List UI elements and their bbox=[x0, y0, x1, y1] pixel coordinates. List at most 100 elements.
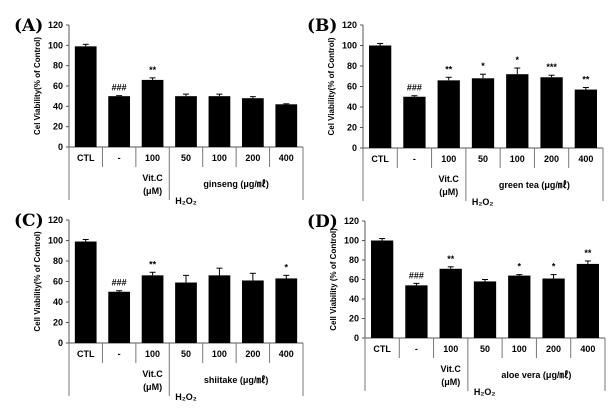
bar bbox=[576, 263, 599, 338]
y-tick-label: 120 bbox=[48, 20, 63, 30]
vitc-label: Vit.C bbox=[439, 174, 460, 184]
vitc-unit-label: (μM) bbox=[439, 187, 458, 197]
bar bbox=[241, 280, 264, 343]
bar bbox=[574, 89, 597, 148]
x-tick-label: 100 bbox=[443, 344, 458, 354]
significance-label: ** bbox=[149, 65, 157, 75]
vitc-unit-label: (μM) bbox=[143, 382, 162, 392]
bar bbox=[437, 80, 460, 148]
y-tick-label: 0 bbox=[58, 338, 63, 348]
significance-label: ### bbox=[409, 270, 424, 280]
y-tick-label: 60 bbox=[349, 275, 359, 285]
vitc-label: Vit.C bbox=[441, 364, 462, 374]
extract-label: shiitake (μg/㎖) bbox=[204, 375, 269, 385]
bar bbox=[141, 275, 164, 343]
x-tick-label: - bbox=[118, 153, 121, 163]
extract-label: green tea (μg/㎖) bbox=[499, 180, 570, 190]
bar bbox=[208, 275, 231, 343]
bar bbox=[403, 96, 426, 148]
y-tick-label: 100 bbox=[48, 40, 63, 50]
bar bbox=[275, 278, 298, 343]
bar bbox=[108, 291, 131, 343]
x-tick-label: 200 bbox=[245, 349, 260, 359]
significance-label: ** bbox=[582, 75, 590, 85]
x-tick-label: 50 bbox=[480, 344, 490, 354]
panel-a: (A) 0 20 40 60 80 100 120 Cel Viability(% of Con… bbox=[0, 0, 305, 206]
chart-a: (A) 0 20 40 60 80 100 120 Cel Viability(% of Con… bbox=[14, 16, 304, 206]
significance-label: ** bbox=[445, 64, 453, 74]
x-tick-label: 400 bbox=[279, 349, 294, 359]
x-tick-label: 50 bbox=[478, 154, 488, 164]
bar bbox=[275, 104, 298, 147]
vitc-unit-label: (μM) bbox=[441, 377, 460, 387]
x-tick-label: 50 bbox=[181, 349, 191, 359]
y-tick-label: 100 bbox=[344, 236, 359, 246]
significance-label: ### bbox=[112, 83, 127, 93]
significance-label: ** bbox=[447, 254, 455, 264]
panel-label: (D) bbox=[307, 212, 338, 232]
extract-label: aloe vera (μg/㎖) bbox=[501, 370, 571, 380]
x-tick-label: 200 bbox=[546, 344, 561, 354]
significance-label: ### bbox=[407, 83, 422, 93]
x-tick-label: CTL bbox=[77, 153, 95, 163]
bar bbox=[508, 275, 531, 338]
y-tick-label: 0 bbox=[354, 333, 359, 343]
y-tick-label: 40 bbox=[349, 294, 359, 304]
vitc-label: Vit.C bbox=[142, 173, 163, 183]
x-tick-label: 200 bbox=[544, 154, 559, 164]
y-tick-label: 20 bbox=[53, 122, 63, 132]
x-tick-label: 50 bbox=[181, 153, 191, 163]
significance-label: *** bbox=[546, 62, 557, 72]
bar bbox=[471, 78, 495, 148]
bar bbox=[208, 96, 231, 147]
bar bbox=[506, 74, 529, 148]
y-tick-label: 120 bbox=[48, 215, 63, 225]
x-tick-label: 100 bbox=[510, 154, 525, 164]
x-tick-label: 200 bbox=[245, 153, 260, 163]
y-tick-label: 120 bbox=[344, 216, 359, 226]
x-tick-label: CTL bbox=[371, 154, 389, 164]
y-tick-label: 100 bbox=[48, 236, 63, 246]
bar bbox=[74, 241, 97, 343]
bar bbox=[369, 45, 392, 148]
x-tick-label: 100 bbox=[441, 154, 456, 164]
y-tick-label: 40 bbox=[53, 297, 63, 307]
y-tick-label: 0 bbox=[58, 142, 63, 152]
y-tick-label: 80 bbox=[53, 256, 63, 266]
y-tick-label: 0 bbox=[352, 143, 357, 153]
panel-b: (B) 0 20 40 60 80 100 120 Cel Viability(% of Con… bbox=[305, 0, 610, 206]
x-tick-label: 100 bbox=[212, 153, 227, 163]
y-tick-label: 20 bbox=[347, 123, 357, 133]
bar bbox=[371, 240, 394, 338]
x-tick-label: - bbox=[118, 349, 121, 359]
chart-b: (B) 0 20 40 60 80 100 120 Cel Viability(% of Con… bbox=[307, 16, 604, 206]
bar bbox=[175, 282, 197, 343]
bar bbox=[141, 79, 164, 147]
bar bbox=[542, 278, 565, 338]
chart-c: (C) 0 20 40 60 80 100 120 Cell Viability(% of Co… bbox=[14, 211, 304, 402]
y-tick-label: 80 bbox=[53, 61, 63, 71]
x-tick-label: 100 bbox=[145, 349, 160, 359]
x-tick-label: CTL bbox=[373, 344, 391, 354]
panel-label: (A) bbox=[14, 16, 43, 36]
significance-label: * bbox=[516, 55, 520, 65]
x-tick-label: 100 bbox=[145, 153, 160, 163]
treatment-label: H₂O₂ bbox=[175, 392, 197, 402]
y-axis-label: Cel Viability(% of Control) bbox=[327, 37, 336, 135]
treatment-label: H₂O₂ bbox=[474, 387, 496, 397]
y-tick-label: 120 bbox=[342, 20, 357, 30]
y-tick-label: 60 bbox=[53, 277, 63, 287]
y-tick-label: 80 bbox=[347, 61, 357, 71]
bar bbox=[439, 268, 462, 338]
x-tick-label: - bbox=[415, 344, 418, 354]
y-tick-label: 20 bbox=[53, 318, 63, 328]
panel-c: (C) 0 20 40 60 80 100 120 Cell Viability(% of Co… bbox=[0, 206, 305, 412]
panel-d: (D) 0 20 40 60 80 100 120 Cell Viability (% of C… bbox=[305, 206, 610, 412]
significance-label: * bbox=[285, 262, 289, 272]
y-axis-label: Cell Viability (% of Control) bbox=[329, 228, 338, 331]
y-tick-label: 80 bbox=[349, 255, 359, 265]
chart-d: (D) 0 20 40 60 80 100 120 Cell Viability (% of C… bbox=[307, 212, 606, 397]
treatment-label: H₂O₂ bbox=[472, 197, 494, 206]
bar bbox=[108, 96, 131, 147]
vitc-label: Vit.C bbox=[142, 369, 163, 379]
